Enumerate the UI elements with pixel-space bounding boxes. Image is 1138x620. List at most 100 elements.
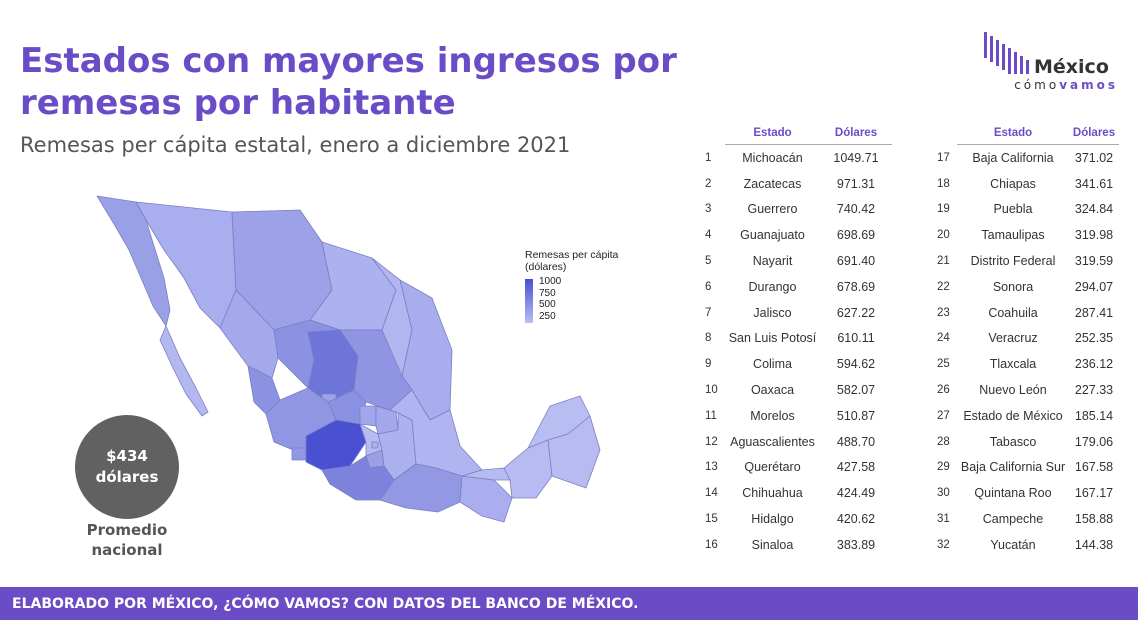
table-row: 22 Sonora 294.07 — [937, 274, 1119, 300]
logo-bars-icon — [984, 32, 1029, 74]
estado-cell: Colima — [753, 357, 792, 372]
estado-cell: Zacatecas — [743, 176, 802, 191]
estado-cell: Tabasco — [989, 434, 1037, 449]
estado-cell: Oaxaca — [750, 383, 795, 398]
map-region-chiapas — [459, 475, 513, 523]
table-header-row: Estado Dólares — [705, 122, 892, 145]
table-row: 12 Aguascalientes 488.70 — [705, 429, 892, 455]
table-row: 16 Sinaloa 383.89 — [705, 532, 892, 558]
table-row: 18 Chiapas 341.61 — [937, 171, 1119, 197]
dolares-cell: 167.58 — [1074, 460, 1114, 475]
average-unit: dólares — [95, 468, 159, 486]
table-row: 8 San Luis Potosí 610.11 — [705, 326, 892, 352]
map-region-baja-california-sur — [159, 325, 209, 417]
map-region-campeche — [503, 439, 553, 499]
table-row: 19 Puebla 324.84 — [937, 197, 1119, 223]
table-row: 20 Tamaulipas 319.98 — [937, 222, 1119, 248]
logo-sub-a: cómo — [1014, 78, 1060, 92]
map-region-colima — [291, 447, 307, 461]
rank-cell: 20 — [937, 229, 950, 242]
estado-cell: Chihuahua — [742, 486, 803, 501]
dolares-cell: 740.42 — [836, 202, 876, 217]
estado-cell: Distrito Federal — [970, 254, 1056, 269]
footer-bar: ELABORADO POR MÉXICO, ¿CÓMO VAMOS? CON D… — [0, 587, 1138, 620]
dolares-cell: 158.88 — [1074, 512, 1114, 527]
table-row: 2 Zacatecas 971.31 — [705, 171, 892, 197]
table-row: 26 Nuevo León 227.33 — [937, 377, 1119, 403]
table-row: 7 Jalisco 627.22 — [705, 300, 892, 326]
legend-tick: 1000 — [539, 276, 562, 287]
rank-cell: 11 — [705, 409, 717, 422]
rank-cell: 22 — [937, 280, 950, 293]
average-label: Promedio nacional — [86, 521, 168, 559]
dolares-cell: 510.87 — [836, 408, 876, 423]
rank-cell: 27 — [937, 409, 950, 422]
rank-cell: 24 — [937, 332, 950, 345]
logo-sub-b: vamos — [1059, 78, 1118, 92]
dolares-cell: 698.69 — [836, 228, 876, 243]
estado-cell: Nayarit — [752, 254, 793, 269]
estado-header: Estado — [725, 122, 820, 145]
dolares-cell: 319.59 — [1074, 254, 1114, 269]
legend-tick: 750 — [539, 287, 556, 299]
rank-cell: 16 — [705, 538, 718, 551]
dolares-cell: 627.22 — [836, 305, 876, 320]
table-row: 15 Hidalgo 420.62 — [705, 506, 892, 532]
dolares-cell: 227.33 — [1074, 383, 1114, 398]
estado-cell: Hidalgo — [751, 512, 794, 527]
map-region-queretaro — [359, 405, 377, 427]
dolares-cell: 971.31 — [836, 176, 876, 191]
dolares-cell: 427.58 — [836, 460, 876, 475]
rank-cell: 25 — [937, 358, 950, 371]
table-row: 28 Tabasco 179.06 — [937, 429, 1119, 455]
rank-cell: 19 — [937, 203, 950, 216]
dolares-cell: 582.07 — [836, 383, 876, 398]
table-row: 21 Distrito Federal 319.59 — [937, 248, 1119, 274]
rank-header — [705, 122, 725, 145]
estado-cell: Tlaxcala — [989, 357, 1037, 372]
estado-cell: Aguascalientes — [730, 434, 815, 449]
rank-cell: 2 — [705, 177, 712, 190]
legend-tick: 250 — [539, 310, 556, 322]
legend-tick: 500 — [539, 299, 556, 310]
dolares-cell: 678.69 — [836, 279, 876, 294]
dolares-cell: 179.06 — [1074, 434, 1114, 449]
dolares-cell: 341.61 — [1074, 176, 1114, 191]
dolares-cell: 420.62 — [836, 512, 876, 527]
estado-cell: Guanajuato — [740, 228, 805, 243]
page-title: Estados con mayores ingresos por remesas… — [20, 41, 677, 123]
table-row: 11 Morelos 510.87 — [705, 403, 892, 429]
dolares-cell: 1049.71 — [833, 150, 879, 165]
ranking-table-right-body: 17 Baja California 371.02 18 Chiapas 341.61 19… — [937, 145, 1119, 558]
table-row: 13 Querétaro 427.58 — [705, 455, 892, 481]
rank-cell: 32 — [937, 538, 950, 551]
table-row: 27 Estado de México 185.14 — [937, 403, 1119, 429]
dolares-cell: 167.17 — [1074, 486, 1114, 501]
rank-cell: 10 — [705, 384, 718, 397]
mexico-choropleth-map — [96, 195, 601, 523]
estado-cell: Puebla — [993, 202, 1033, 217]
estado-cell: Querétaro — [744, 460, 801, 475]
table-row: 3 Guerrero 740.42 — [705, 197, 892, 223]
ranking-table-left-body: 1 Michoacán 1049.71 2 Zacatecas 971.31 3 Guerre… — [705, 145, 892, 558]
table-row: 32 Yucatán 144.38 — [937, 532, 1119, 558]
legend-title: Remesas per cápita (dólares) — [525, 249, 619, 273]
rank-cell: 30 — [937, 487, 950, 500]
dolares-cell: 691.40 — [836, 254, 876, 269]
dolares-cell: 594.62 — [836, 357, 876, 372]
table-row: 4 Guanajuato 698.69 — [705, 222, 892, 248]
rank-cell: 3 — [705, 203, 712, 216]
rank-cell: 4 — [705, 229, 712, 242]
estado-cell: San Luis Potosí — [728, 331, 817, 346]
table-row: 9 Colima 594.62 — [705, 351, 892, 377]
estado-cell: Campeche — [982, 512, 1044, 527]
estado-cell: Veracruz — [988, 331, 1038, 346]
rank-header — [937, 122, 957, 145]
rank-cell: 8 — [705, 332, 712, 345]
map-region-quintana-roo — [547, 415, 601, 489]
rank-cell: 31 — [937, 513, 950, 526]
dolares-cell: 324.84 — [1074, 202, 1114, 217]
estado-cell: Yucatán — [990, 537, 1036, 552]
table-row: 10 Oaxaca 582.07 — [705, 377, 892, 403]
rank-cell: 17 — [937, 151, 950, 164]
